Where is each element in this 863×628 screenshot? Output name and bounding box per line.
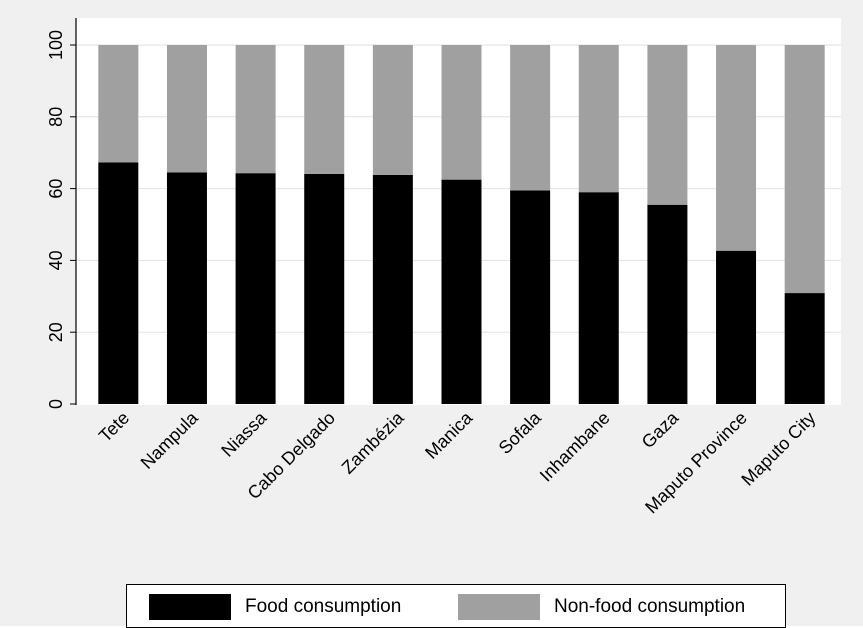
bar-nonfood-6 [510,45,551,191]
x-tick-label-6: Sofala [495,407,546,458]
y-tick-label-100: 100 [46,30,66,60]
legend: Food consumption Non-food consumption [126,584,786,628]
x-tick-label-4: Zambézia [338,407,409,478]
legend-label-nonfood: Non-food consumption [554,596,746,617]
x-tick-label-7: Inhambane [536,408,614,486]
bar-food-7 [578,192,619,404]
legend-item-nonfood: Non-food consumption [458,594,745,620]
y-tick-label-80: 80 [46,107,66,127]
y-tick-label-0: 0 [46,399,66,409]
y-tick-label-60: 60 [46,179,66,199]
bar-food-9 [716,250,757,404]
x-tick-label-5: Manica [421,407,477,463]
bar-nonfood-2 [235,45,276,174]
legend-swatch-food [149,594,231,620]
y-tick-label-20: 20 [46,322,66,342]
bar-food-6 [510,190,551,404]
legend-swatch-nonfood [458,594,540,620]
x-tick-label-8: Gaza [638,407,683,452]
bar-food-10 [784,293,825,404]
bar-nonfood-7 [578,45,619,193]
x-tick-label-2: Niassa [217,407,271,461]
bar-food-3 [304,173,345,404]
bar-food-1 [166,172,207,404]
x-tick-label-10: Maputo City [737,408,819,490]
x-tick-label-0: Tete [95,408,133,446]
bar-nonfood-8 [647,45,688,205]
bar-food-0 [98,162,139,404]
bar-food-8 [647,204,688,404]
bar-nonfood-1 [166,45,207,173]
bar-food-2 [235,173,276,404]
bar-food-5 [441,179,482,404]
y-tick-label-40: 40 [46,250,66,270]
legend-item-food: Food consumption [149,594,401,620]
x-tick-label-1: Nampula [137,407,203,473]
bar-nonfood-9 [716,45,757,251]
bar-food-4 [372,174,413,404]
bar-nonfood-10 [784,45,825,294]
legend-label-food: Food consumption [245,596,402,617]
bar-nonfood-0 [98,45,139,163]
bar-nonfood-4 [372,45,413,175]
bar-nonfood-5 [441,45,482,180]
bar-nonfood-3 [304,45,345,174]
